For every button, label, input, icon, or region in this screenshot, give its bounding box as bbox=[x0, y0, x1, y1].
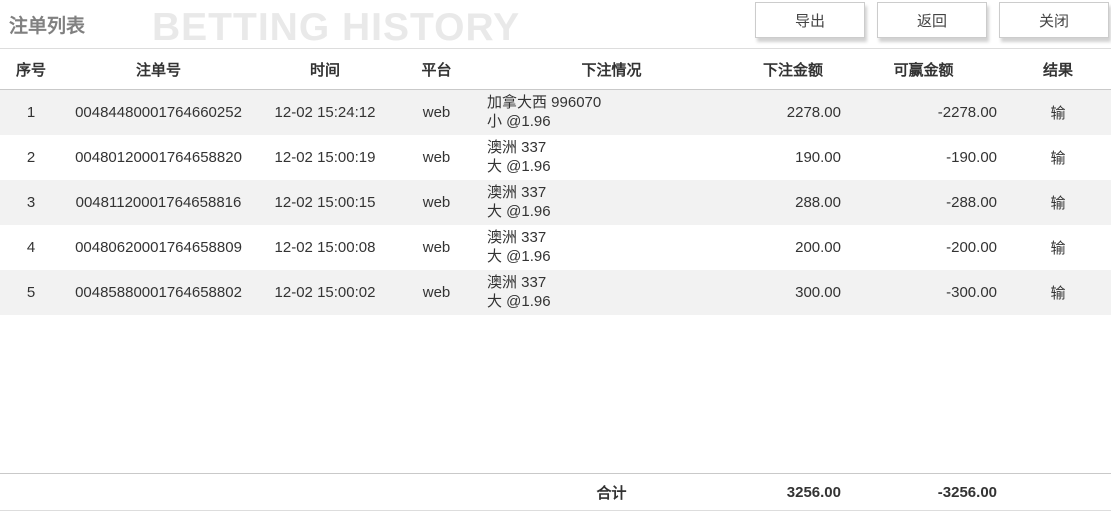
cell-platform: web bbox=[422, 103, 451, 121]
col-header-bet-id: 注单号 bbox=[62, 49, 255, 90]
cell-time: 12-02 15:00:02 bbox=[274, 283, 376, 301]
table-row: 1 00484480001764660252 12-02 15:24:12 we… bbox=[0, 89, 1111, 135]
toolbar: 导出 返回 关闭 bbox=[755, 2, 1109, 38]
cell-result: 输 bbox=[1050, 239, 1066, 257]
cell-time: 12-02 15:00:19 bbox=[274, 148, 376, 166]
detail-line-2: 大 @1.96 bbox=[487, 248, 551, 265]
table-row: 5 00485880001764658802 12-02 15:00:02 we… bbox=[0, 269, 1111, 315]
col-header-winnable: 可赢金额 bbox=[850, 49, 1005, 90]
cell-amount: 200.00 bbox=[795, 238, 841, 256]
detail-line-2: 小 @1.96 bbox=[487, 113, 551, 131]
cell-detail: 澳洲 337 大 @1.96 bbox=[478, 225, 745, 270]
cell-time: 12-02 15:24:12 bbox=[274, 103, 376, 121]
cell-result: 输 bbox=[1050, 194, 1066, 212]
table-header-row: 序号 注单号 时间 平台 下注情况 下注金额 可赢金额 结果 bbox=[0, 49, 1111, 90]
cell-index: 1 bbox=[26, 103, 36, 121]
detail-line-2: 大 @1.96 bbox=[487, 203, 551, 220]
cell-bet-id: 00481120001764658816 bbox=[75, 193, 242, 211]
cell-winnable: -190.00 bbox=[946, 148, 997, 166]
detail-line-2: 大 @1.96 bbox=[487, 158, 551, 175]
detail-line-2: 大 @1.96 bbox=[487, 293, 551, 310]
detail-line-1: 澳洲 337 bbox=[487, 274, 547, 291]
detail-line-1: 加拿大西 996070 bbox=[487, 94, 602, 112]
cell-detail: 澳洲 337 大 @1.96 bbox=[478, 270, 745, 315]
col-header-detail: 下注情况 bbox=[478, 49, 745, 90]
cell-platform: web bbox=[422, 238, 451, 256]
col-header-platform: 平台 bbox=[395, 49, 478, 90]
totals-label: 合计 bbox=[596, 484, 627, 502]
close-button[interactable]: 关闭 bbox=[999, 2, 1109, 38]
cell-time: 12-02 15:00:15 bbox=[274, 193, 376, 211]
cell-result: 输 bbox=[1050, 284, 1066, 302]
cell-bet-id: 00480620001764658809 bbox=[75, 238, 242, 256]
cell-index: 2 bbox=[26, 148, 36, 166]
col-header-amount: 下注金额 bbox=[745, 49, 850, 90]
detail-line-1: 澳洲 337 bbox=[487, 139, 547, 156]
cell-result: 输 bbox=[1050, 149, 1066, 167]
totals-amount: 3256.00 bbox=[786, 483, 841, 501]
cell-winnable: -300.00 bbox=[946, 283, 997, 301]
col-header-result: 结果 bbox=[1005, 49, 1111, 90]
cell-index: 4 bbox=[26, 238, 36, 256]
export-button[interactable]: 导出 bbox=[755, 2, 865, 38]
cell-amount: 288.00 bbox=[795, 193, 841, 211]
cell-detail: 加拿大西 996070 小 @1.96 bbox=[478, 90, 745, 135]
col-header-time: 时间 bbox=[255, 49, 395, 90]
cell-platform: web bbox=[422, 193, 451, 211]
cell-amount: 190.00 bbox=[795, 148, 841, 166]
table-row: 4 00480620001764658809 12-02 15:00:08 we… bbox=[0, 225, 1111, 270]
cell-winnable: -200.00 bbox=[946, 238, 997, 256]
bets-table: 序号 注单号 时间 平台 下注情况 下注金额 可赢金额 结果 1 0048448… bbox=[0, 49, 1111, 315]
cell-winnable: -288.00 bbox=[946, 193, 997, 211]
detail-line-1: 澳洲 337 bbox=[487, 229, 547, 246]
cell-bet-id: 00485880001764658802 bbox=[75, 283, 242, 301]
totals-footer: 合计 3256.00 -3256.00 bbox=[0, 473, 1111, 511]
totals-winnable: -3256.00 bbox=[937, 483, 997, 501]
cell-platform: web bbox=[422, 148, 451, 166]
watermark-text: BETTING HISTORY bbox=[152, 6, 521, 49]
table-row: 2 00480120001764658820 12-02 15:00:19 we… bbox=[0, 135, 1111, 180]
back-button[interactable]: 返回 bbox=[877, 2, 987, 38]
cell-amount: 300.00 bbox=[795, 283, 841, 301]
cell-bet-id: 00484480001764660252 bbox=[75, 103, 242, 121]
detail-line-1: 澳洲 337 bbox=[487, 184, 547, 201]
cell-index: 5 bbox=[26, 283, 36, 301]
cell-winnable: -2278.00 bbox=[937, 103, 997, 121]
cell-result: 输 bbox=[1050, 104, 1066, 122]
page-title: 注单列表 bbox=[9, 16, 86, 37]
cell-detail: 澳洲 337 大 @1.96 bbox=[478, 180, 745, 225]
cell-bet-id: 00480120001764658820 bbox=[75, 148, 242, 166]
top-bar: 注单列表 BETTING HISTORY 导出 返回 关闭 bbox=[0, 0, 1111, 49]
cell-index: 3 bbox=[26, 193, 36, 211]
cell-time: 12-02 15:00:08 bbox=[274, 238, 376, 256]
cell-platform: web bbox=[422, 283, 451, 301]
col-header-index: 序号 bbox=[0, 49, 62, 90]
cell-amount: 2278.00 bbox=[786, 103, 841, 121]
cell-detail: 澳洲 337 大 @1.96 bbox=[478, 135, 745, 180]
table-row: 3 00481120001764658816 12-02 15:00:15 we… bbox=[0, 179, 1111, 225]
